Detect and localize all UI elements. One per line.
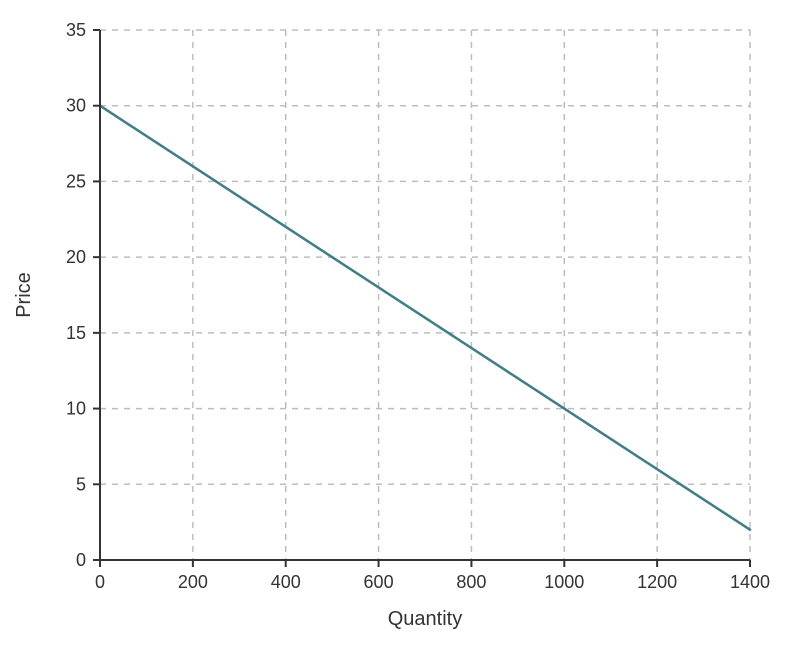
y-tick-label: 30 [66, 96, 86, 116]
x-tick-label: 600 [364, 572, 394, 592]
y-tick-label: 25 [66, 171, 86, 191]
y-axis-label: Price [13, 272, 35, 318]
demand-chart: 0 200 400 600 800 1000 1200 1400 0 5 10 15 20 25 30 35 Q… [0, 0, 800, 650]
chart-background [0, 0, 800, 650]
y-tick-label: 0 [76, 550, 86, 570]
y-tick-label: 35 [66, 20, 86, 40]
x-tick-label: 200 [178, 572, 208, 592]
chart-svg: 0 200 400 600 800 1000 1200 1400 0 5 10 15 20 25 30 35 Q… [0, 0, 800, 650]
x-tick-label: 400 [271, 572, 301, 592]
x-tick-label: 0 [95, 572, 105, 592]
x-tick-label: 1400 [730, 572, 770, 592]
x-axis-label: Quantity [388, 608, 462, 630]
y-tick-label: 5 [76, 474, 86, 494]
x-tick-label: 800 [456, 572, 486, 592]
x-tick-label: 1200 [637, 572, 677, 592]
y-tick-label: 20 [66, 247, 86, 267]
x-tick-label: 1000 [544, 572, 584, 592]
y-tick-label: 15 [66, 323, 86, 343]
y-tick-label: 10 [66, 399, 86, 419]
